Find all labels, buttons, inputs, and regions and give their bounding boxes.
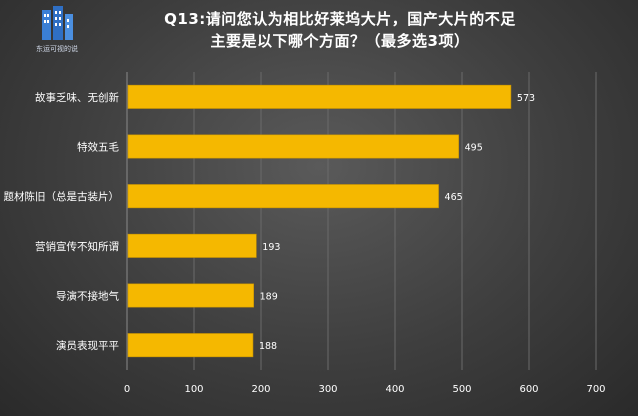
chart-grid (126, 72, 597, 370)
x-tick-label: 300 (318, 384, 337, 395)
logo-text: 东运可视的说 (36, 44, 78, 53)
category-label: 故事乏味、无创新 (35, 91, 119, 104)
bar (127, 134, 459, 159)
bar (127, 184, 439, 209)
chart-title-line-2: 主要是以下哪个方面？（最多选3项） (210, 32, 470, 50)
bar (127, 283, 254, 308)
category-label: 题材陈旧（总是古装片） (4, 190, 120, 203)
value-labels: 573 495 465 193 189 188 (259, 93, 535, 352)
logo-building-icon (42, 6, 73, 40)
x-tick-label: 100 (184, 384, 203, 395)
x-tick-label: 700 (586, 384, 605, 395)
value-label: 189 (260, 292, 278, 303)
bar (127, 333, 254, 358)
x-axis-ticks: 0 100 200 300 400 500 600 700 (124, 384, 606, 395)
category-label: 导演不接地气 (56, 290, 119, 303)
logo: 东运可视的说 (36, 6, 78, 53)
category-label: 营销宣传不知所谓 (35, 240, 119, 253)
value-label: 573 (517, 93, 535, 104)
chart-title-line-1: Q13:请问您认为相比好莱坞大片，国产大片的不足 (164, 10, 516, 28)
x-tick-label: 400 (385, 384, 404, 395)
chart-title: Q13:请问您认为相比好莱坞大片，国产大片的不足 主要是以下哪个方面？（最多选3… (120, 8, 560, 52)
chart-bars (127, 84, 512, 358)
category-label: 特效五毛 (77, 141, 119, 154)
value-label: 495 (465, 143, 483, 154)
value-label: 193 (262, 242, 280, 253)
x-tick-label: 0 (124, 384, 130, 395)
x-tick-label: 600 (519, 384, 538, 395)
x-tick-label: 200 (251, 384, 270, 395)
value-label: 465 (445, 192, 463, 203)
bar (127, 84, 512, 109)
category-label: 演员表现平平 (56, 339, 119, 352)
bar (127, 233, 257, 258)
x-tick-label: 500 (452, 384, 471, 395)
value-label: 188 (259, 341, 277, 352)
